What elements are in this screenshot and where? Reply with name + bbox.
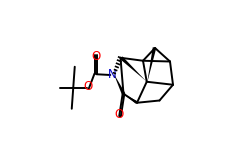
Text: O: O	[83, 80, 92, 93]
Text: O: O	[91, 51, 101, 63]
Polygon shape	[147, 47, 156, 83]
Text: O: O	[115, 108, 124, 121]
Polygon shape	[124, 94, 137, 104]
Polygon shape	[120, 56, 146, 81]
Polygon shape	[114, 74, 125, 94]
Text: N: N	[108, 69, 116, 81]
